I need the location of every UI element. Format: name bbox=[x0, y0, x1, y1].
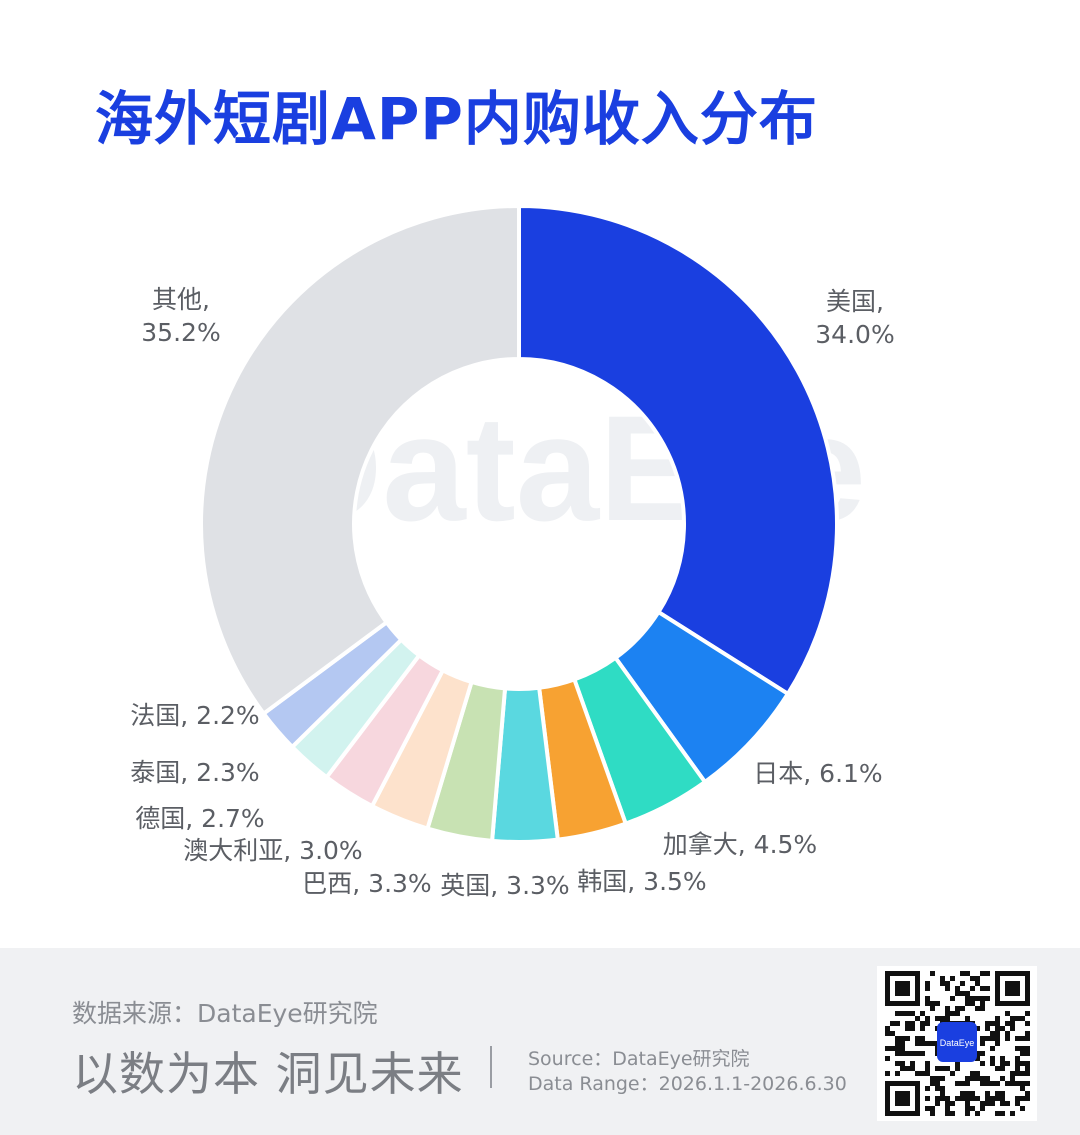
chart-title: 海外短剧APP内购收入分布 bbox=[95, 85, 818, 153]
label-6: 澳大利亚, 3.0% bbox=[183, 836, 362, 865]
chart-slices bbox=[199, 203, 839, 844]
label-4: 英国, 3.3% bbox=[440, 871, 569, 900]
donut-chart: DataEye 美国,34.0%日本, 6.1%加拿大, 4.5%韩国, 3.5… bbox=[130, 203, 895, 900]
label-10-name: 其他, bbox=[152, 285, 210, 314]
label-2: 加拿大, 4.5% bbox=[663, 830, 817, 859]
slice-10 bbox=[199, 203, 521, 717]
label-1: 日本, 6.1% bbox=[753, 759, 882, 788]
label-10-value: 35.2% bbox=[141, 318, 220, 347]
date-range: Data Range：2026.1.1-2026.6.30 bbox=[528, 1073, 847, 1095]
source-cn: 数据来源：DataEye研究院 bbox=[72, 999, 378, 1028]
label-0-name: 美国, bbox=[826, 287, 884, 316]
source-en: Source：DataEye研究院 bbox=[528, 1048, 750, 1070]
label-8: 泰国, 2.3% bbox=[130, 758, 259, 787]
slogan: 以数为本 洞见未来 bbox=[72, 1047, 464, 1101]
chart-labels: 美国, 34.0% 日本, 6.1% 加拿大, 4.5% 韩国, 3.5% 英国, 3.3… bbox=[130, 285, 894, 900]
label-7: 德国, 2.7% bbox=[135, 804, 264, 833]
qr-badge: DataEye bbox=[940, 1038, 975, 1048]
label-9: 法国, 2.2% bbox=[130, 701, 259, 730]
footer-divider bbox=[490, 1046, 492, 1088]
label-0-value: 34.0% bbox=[815, 320, 894, 349]
label-5: 巴西, 3.3% bbox=[302, 869, 431, 898]
slice-0 bbox=[517, 203, 839, 697]
label-3: 韩国, 3.5% bbox=[577, 867, 706, 896]
qr-code-icon: DataEye bbox=[877, 966, 1037, 1121]
